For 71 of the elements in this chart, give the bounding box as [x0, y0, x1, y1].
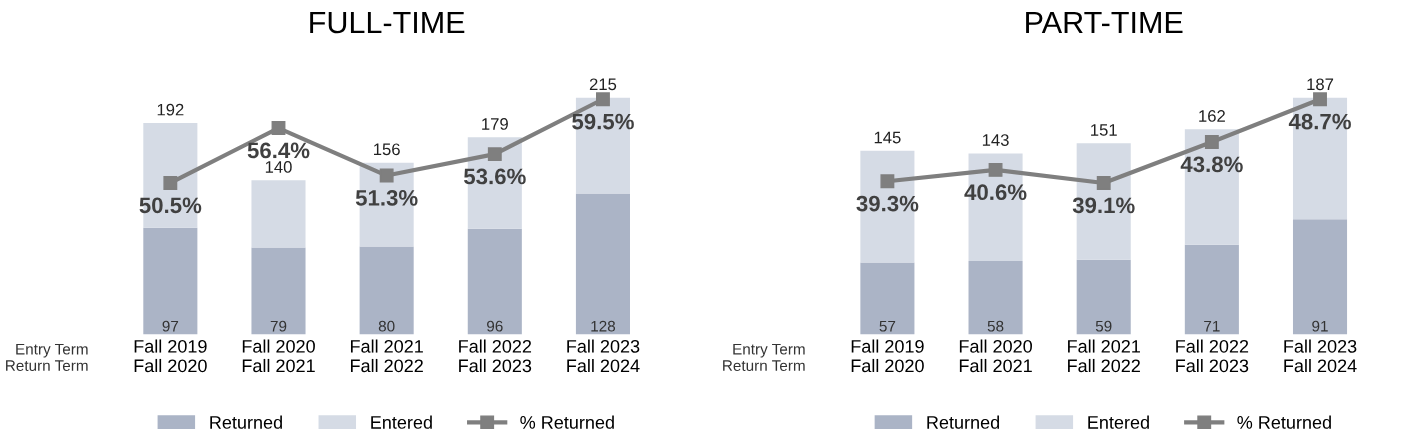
x-tick-label: Fall 2022 Fall 2023 [1176, 339, 1249, 373]
data-label: 79 [270, 320, 287, 332]
bar [1076, 259, 1131, 335]
total-label: 151 [1091, 124, 1117, 136]
bar [467, 228, 522, 335]
data-label: 59 [1095, 320, 1112, 332]
total-label: 215 [589, 78, 617, 91]
data-label: 57 [879, 320, 896, 332]
data-label: 91 [1312, 320, 1328, 332]
x-tick-label: Fall 2023 Fall 2024 [1284, 339, 1357, 373]
chart-title: FULL-TIME [310, 12, 465, 34]
x-tick-label: Fall 2021 Fall 2022 [351, 339, 423, 373]
point [988, 162, 1003, 177]
x-tick-label: Fall 2020 Fall 2021 [242, 339, 315, 373]
bar [251, 247, 306, 335]
data-label: 50.5% [139, 197, 202, 214]
point [1313, 92, 1327, 107]
data-label: 39.1% [1072, 197, 1135, 214]
data-label: 51.3% [355, 190, 418, 206]
point [379, 168, 394, 183]
total-label: 179 [482, 118, 508, 130]
data-label: 128 [591, 320, 616, 332]
bar [860, 262, 915, 335]
data-label: 39.3% [856, 195, 919, 212]
data-label: 40.6% [964, 184, 1027, 201]
total-label: 143 [982, 134, 1009, 146]
x-tick-label: Fall 2023 Fall 2024 [567, 339, 640, 373]
data-label: 48.7% [1288, 113, 1351, 130]
total-label: 145 [874, 131, 901, 144]
x-tick-label: Fall 2022 Fall 2023 [459, 339, 532, 373]
x-tick-label: Fall 2020 Fall 2021 [959, 339, 1032, 373]
total-label: 156 [374, 143, 400, 156]
point [1204, 135, 1219, 149]
bar [143, 227, 198, 335]
data-label: 58 [987, 320, 1004, 332]
data-label: 97 [162, 320, 179, 332]
data-label: 43.8% [1180, 156, 1243, 173]
legend-label: % Returned [1237, 415, 1331, 429]
total-label: 140 [265, 161, 292, 173]
x-tick-label: Fall 2019 Fall 2020 [134, 339, 207, 373]
total-label: 187 [1307, 78, 1334, 91]
x-tick-label: Fall 2019 Fall 2020 [851, 339, 924, 373]
point [163, 176, 178, 190]
data-label: 71 [1204, 320, 1220, 332]
bar [575, 193, 630, 335]
legend-label: Entered [371, 415, 432, 429]
data-label: 59.5% [572, 113, 634, 130]
legend-label: Entered [1088, 415, 1149, 429]
bar [968, 261, 1023, 335]
point [487, 147, 502, 162]
x-tick-label: Fall 2021 Fall 2022 [1068, 339, 1140, 373]
legend-label: Returned [927, 415, 1000, 429]
text: Entry Term Return Term [723, 343, 805, 372]
data-label: 80 [378, 320, 395, 332]
legend-label: Returned [210, 415, 282, 429]
point [880, 174, 895, 189]
legend-label: % Returned [520, 415, 614, 429]
chart-title: PART-TIME [1026, 12, 1183, 34]
bar [1292, 219, 1348, 335]
point [1096, 176, 1111, 190]
data-label: 53.6% [463, 168, 526, 185]
text: Entry Term Return Term [6, 343, 88, 372]
bar [359, 246, 414, 335]
point [271, 121, 286, 136]
total-label: 192 [157, 103, 184, 116]
bar [251, 180, 306, 248]
point [596, 92, 610, 107]
data-label: 96 [487, 320, 503, 332]
total-label: 162 [1199, 110, 1225, 122]
data-label: 56.4% [247, 142, 310, 159]
bar [1184, 244, 1239, 335]
